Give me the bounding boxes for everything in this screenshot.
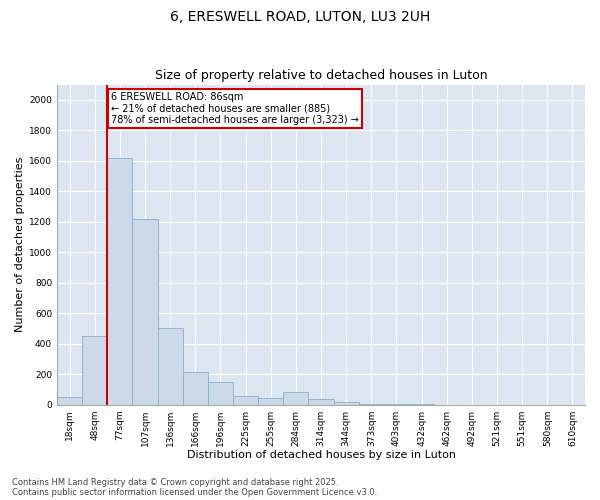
- Text: 6, ERESWELL ROAD, LUTON, LU3 2UH: 6, ERESWELL ROAD, LUTON, LU3 2UH: [170, 10, 430, 24]
- Bar: [133, 218, 158, 404]
- Bar: [233, 396, 258, 404]
- Text: Contains HM Land Registry data © Crown copyright and database right 2025.
Contai: Contains HM Land Registry data © Crown c…: [12, 478, 377, 497]
- Bar: [308, 400, 334, 404]
- Bar: [57, 397, 82, 404]
- Bar: [158, 328, 183, 404]
- Bar: [107, 158, 133, 404]
- Bar: [208, 382, 233, 404]
- Bar: [258, 398, 283, 404]
- Text: 6 ERESWELL ROAD: 86sqm
← 21% of detached houses are smaller (885)
78% of semi-de: 6 ERESWELL ROAD: 86sqm ← 21% of detached…: [111, 92, 359, 126]
- Title: Size of property relative to detached houses in Luton: Size of property relative to detached ho…: [155, 69, 487, 82]
- Bar: [183, 372, 208, 404]
- Bar: [283, 392, 308, 404]
- Bar: [334, 402, 359, 404]
- X-axis label: Distribution of detached houses by size in Luton: Distribution of detached houses by size …: [187, 450, 455, 460]
- Y-axis label: Number of detached properties: Number of detached properties: [15, 157, 25, 332]
- Bar: [82, 336, 107, 404]
